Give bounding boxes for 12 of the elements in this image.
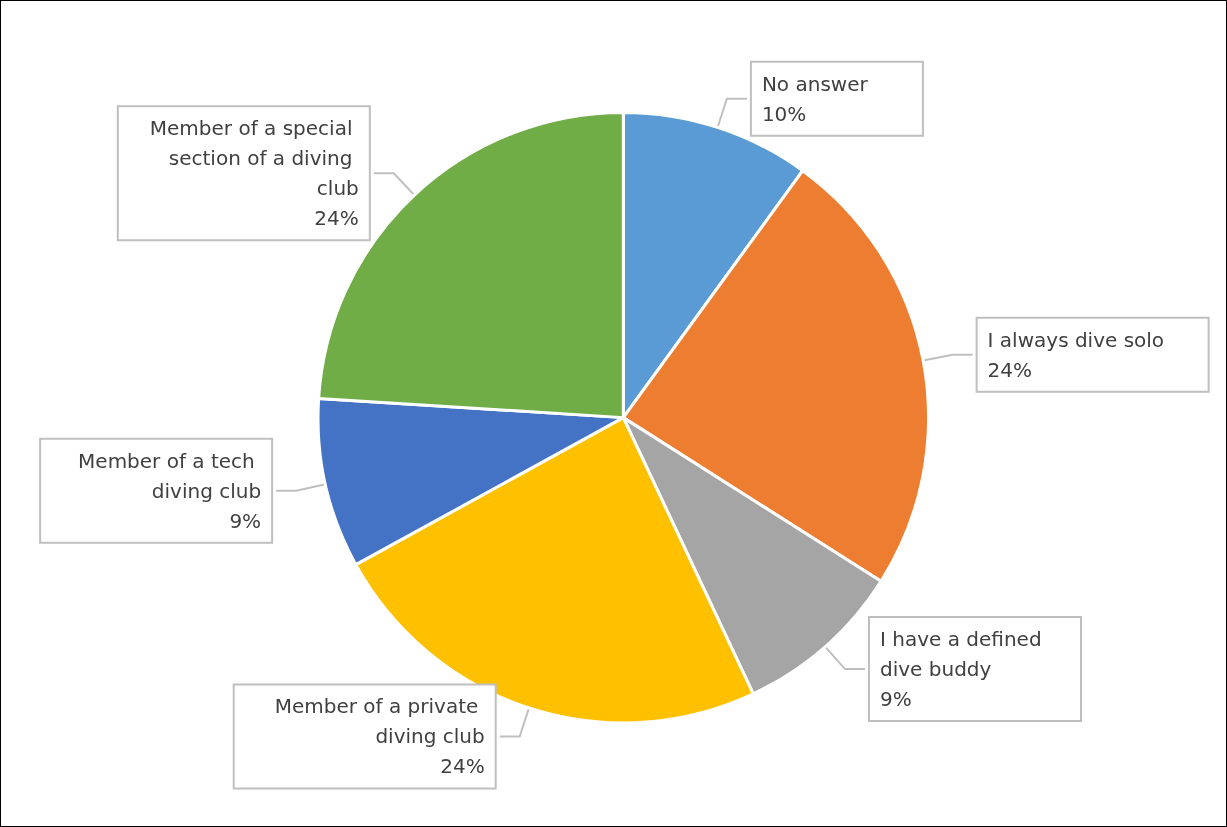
slice-label: No answer xyxy=(761,71,869,96)
slice-label: I have a defined dive buddy xyxy=(880,627,1048,682)
data-label: 24% xyxy=(987,357,1033,382)
data-label: 9% xyxy=(880,687,912,712)
data-label: 9% xyxy=(229,508,262,533)
slice-label: Member of a private diving club xyxy=(274,694,485,749)
data-label: 24% xyxy=(314,206,359,231)
slice-label: Member of a tech diving club xyxy=(78,448,262,503)
slice-label: Member of a special section of a diving club xyxy=(149,116,359,201)
slice-label: I always dive solo xyxy=(987,327,1165,352)
data-label: 10% xyxy=(761,101,807,126)
data-label: 24% xyxy=(440,754,485,779)
